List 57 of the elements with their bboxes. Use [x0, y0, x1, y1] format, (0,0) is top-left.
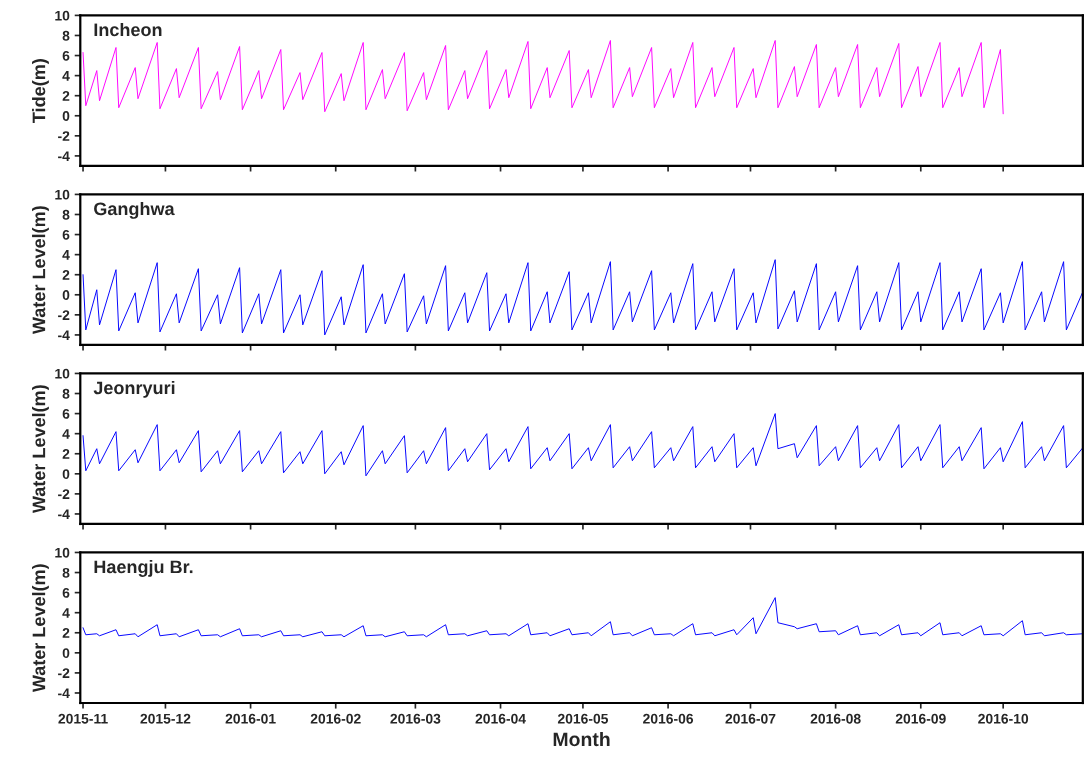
line-series	[82, 597, 1083, 638]
y-axis-title: Tide(m)	[32, 59, 49, 123]
y-tick-label: 10	[55, 547, 70, 558]
chart-title: Ganghwa	[94, 201, 175, 219]
y-tick-label: 2	[62, 270, 70, 280]
y-tick-label: -2	[58, 489, 70, 499]
y-axis-title: Water Level(m)	[32, 206, 49, 335]
y-tick-label: 2	[62, 91, 70, 101]
y-tick-label: -4	[58, 330, 70, 340]
y-tick-label: 6	[62, 50, 70, 61]
x-tick-label: 2015-12	[140, 713, 191, 724]
y-tick-label: 0	[62, 648, 70, 658]
y-axis-title: Water Level(m)	[32, 385, 49, 514]
y-axis-title: Water Level(m)	[32, 564, 49, 693]
y-tick-label: 8	[62, 567, 70, 578]
x-tick-label: 2016-06	[643, 713, 694, 724]
y-tick-label: 6	[62, 229, 70, 240]
y-tick-label: 8	[62, 209, 70, 220]
x-tick-label: 2016-05	[557, 713, 609, 724]
chart-title: Incheon	[94, 22, 162, 37]
x-tick-label: 2016-08	[810, 713, 861, 724]
line-series	[82, 259, 1083, 336]
y-tick-label: 0	[62, 290, 70, 300]
y-tick-label: -4	[58, 688, 70, 699]
y-tick-label: 8	[62, 388, 70, 399]
chart-title: Haengju Br.	[94, 560, 193, 577]
x-tick-label: 2016-04	[475, 713, 526, 724]
y-tick-label: 8	[62, 30, 70, 41]
y-tick-label: 2	[62, 449, 70, 459]
y-tick-label: 6	[62, 408, 70, 419]
y-tick-label: 10	[55, 368, 70, 379]
line-series	[82, 40, 1004, 115]
x-tick-label: 2016-03	[390, 713, 441, 724]
x-tick-label: 2016-02	[310, 713, 361, 724]
x-tick-label: 2015-11	[58, 713, 108, 724]
y-tick-label: -2	[58, 131, 70, 141]
y-tick-label: 4	[62, 250, 70, 260]
y-tick-label: 6	[62, 587, 70, 598]
x-tick-label: 2016-09	[895, 713, 946, 724]
chart-title: Jeonryuri	[93, 380, 175, 398]
line-series	[82, 413, 1083, 477]
y-tick-label: 2	[62, 628, 70, 638]
x-tick-label: 2016-07	[725, 713, 776, 724]
y-tick-label: -2	[58, 310, 70, 320]
x-axis-title: Month	[553, 731, 610, 747]
y-tick-label: -2	[58, 668, 70, 678]
y-tick-label: -4	[58, 509, 70, 519]
y-tick-label: 10	[55, 189, 70, 200]
y-tick-label: -4	[58, 151, 70, 161]
y-tick-label: 0	[62, 111, 70, 121]
y-tick-label: 10	[55, 10, 70, 21]
y-tick-label: 4	[62, 71, 70, 81]
x-tick-label: 2016-10	[978, 713, 1029, 724]
y-tick-label: 4	[62, 429, 70, 439]
y-tick-label: 4	[62, 608, 70, 618]
y-tick-label: 0	[62, 469, 70, 479]
x-tick-label: 2016-01	[225, 713, 276, 724]
